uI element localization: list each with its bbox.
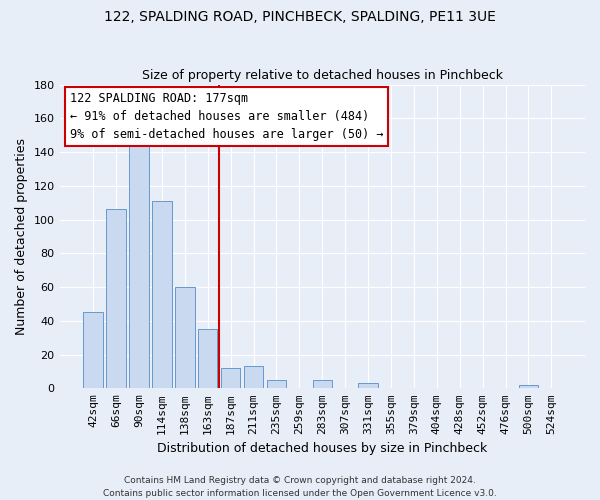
X-axis label: Distribution of detached houses by size in Pinchbeck: Distribution of detached houses by size … (157, 442, 487, 455)
Y-axis label: Number of detached properties: Number of detached properties (15, 138, 28, 335)
Text: Contains HM Land Registry data © Crown copyright and database right 2024.
Contai: Contains HM Land Registry data © Crown c… (103, 476, 497, 498)
Bar (106, 210, 126, 388)
Bar (244, 366, 263, 388)
Bar (152, 201, 172, 388)
Title: Size of property relative to detached houses in Pinchbeck: Size of property relative to detached ho… (142, 69, 503, 82)
Bar (83, 312, 103, 388)
Bar (198, 329, 217, 388)
Bar (358, 383, 378, 388)
Bar (175, 287, 194, 388)
Bar (519, 385, 538, 388)
Bar (221, 368, 241, 388)
Bar (129, 146, 149, 388)
Bar (267, 380, 286, 388)
Text: 122, SPALDING ROAD, PINCHBECK, SPALDING, PE11 3UE: 122, SPALDING ROAD, PINCHBECK, SPALDING,… (104, 10, 496, 24)
Bar (313, 380, 332, 388)
Text: 122 SPALDING ROAD: 177sqm
← 91% of detached houses are smaller (484)
9% of semi-: 122 SPALDING ROAD: 177sqm ← 91% of detac… (70, 92, 383, 141)
